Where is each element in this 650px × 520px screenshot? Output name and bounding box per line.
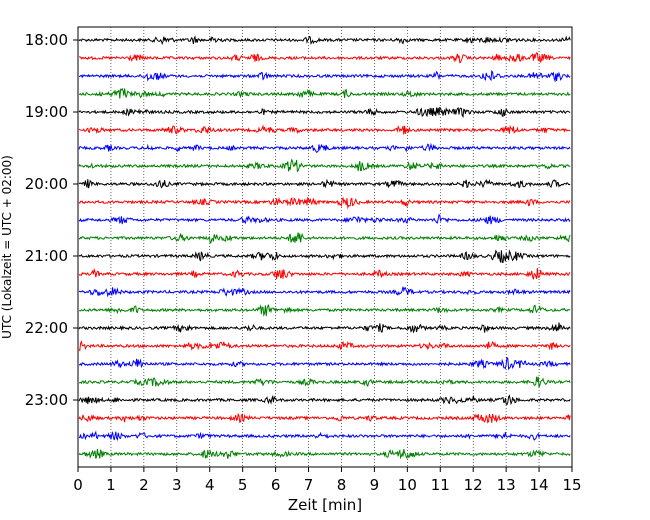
trace-line	[78, 356, 571, 371]
trace-line	[78, 376, 571, 389]
trace-line	[78, 196, 571, 210]
x-tick-label: 6	[271, 476, 281, 494]
y-axis-label: UTC (Lokalzeit = UTC + 02:00)	[0, 155, 14, 339]
plot-frame	[77, 26, 573, 468]
x-tick-label: 1	[106, 476, 116, 494]
x-tick-label: 10	[398, 476, 417, 494]
trace-line	[78, 178, 571, 189]
trace-line	[78, 52, 571, 64]
x-tick-label: 15	[562, 476, 581, 494]
x-tick-label: 12	[464, 476, 483, 494]
x-tick-label: 3	[172, 476, 182, 494]
trace-line	[78, 106, 571, 118]
x-tick-label: 13	[497, 476, 516, 494]
trace-line	[78, 214, 571, 225]
trace-line	[78, 87, 571, 99]
trace-line	[78, 158, 571, 173]
y-tick-label: 22:00	[25, 319, 68, 337]
trace-line	[78, 35, 571, 45]
seismic-traces	[78, 35, 571, 460]
x-tick-label: 8	[337, 476, 347, 494]
x-tick-label: 11	[431, 476, 450, 494]
trace-line	[78, 267, 571, 280]
y-tick-label: 23:00	[25, 391, 68, 409]
x-tick-label: 4	[205, 476, 215, 494]
vertical-gridlines	[110, 27, 540, 467]
y-tick-label: 20:00	[25, 175, 68, 193]
trace-line	[78, 394, 571, 406]
trace-line	[78, 412, 571, 424]
trace-line	[78, 124, 571, 135]
y-tick-label: 21:00	[25, 247, 68, 265]
x-tick-label: 5	[238, 476, 248, 494]
y-tick-label: 19:00	[25, 103, 68, 121]
trace-line	[78, 322, 571, 334]
trace-line	[78, 232, 571, 244]
x-axis-ticks: 0 1 2 3 4 5 6 7 8 9 10 11 12 13 14 15	[73, 467, 582, 494]
trace-line	[78, 304, 571, 317]
x-axis-label: Zeit [min]	[288, 496, 362, 514]
x-tick-label: 7	[304, 476, 314, 494]
trace-line	[78, 142, 571, 153]
y-axis-ticks: 18:00 19:00 20:00 21:00 22:00 23:00	[25, 31, 78, 409]
trace-line	[78, 430, 571, 441]
x-tick-label: 14	[530, 476, 549, 494]
x-tick-label: 2	[139, 476, 149, 494]
trace-line	[78, 249, 571, 263]
trace-line	[78, 448, 571, 460]
y-tick-label: 18:00	[25, 31, 68, 49]
x-tick-label: 9	[370, 476, 380, 494]
trace-line	[78, 286, 571, 298]
trace-line	[78, 69, 571, 83]
x-tick-label: 0	[73, 476, 83, 494]
trace-line	[78, 340, 571, 352]
